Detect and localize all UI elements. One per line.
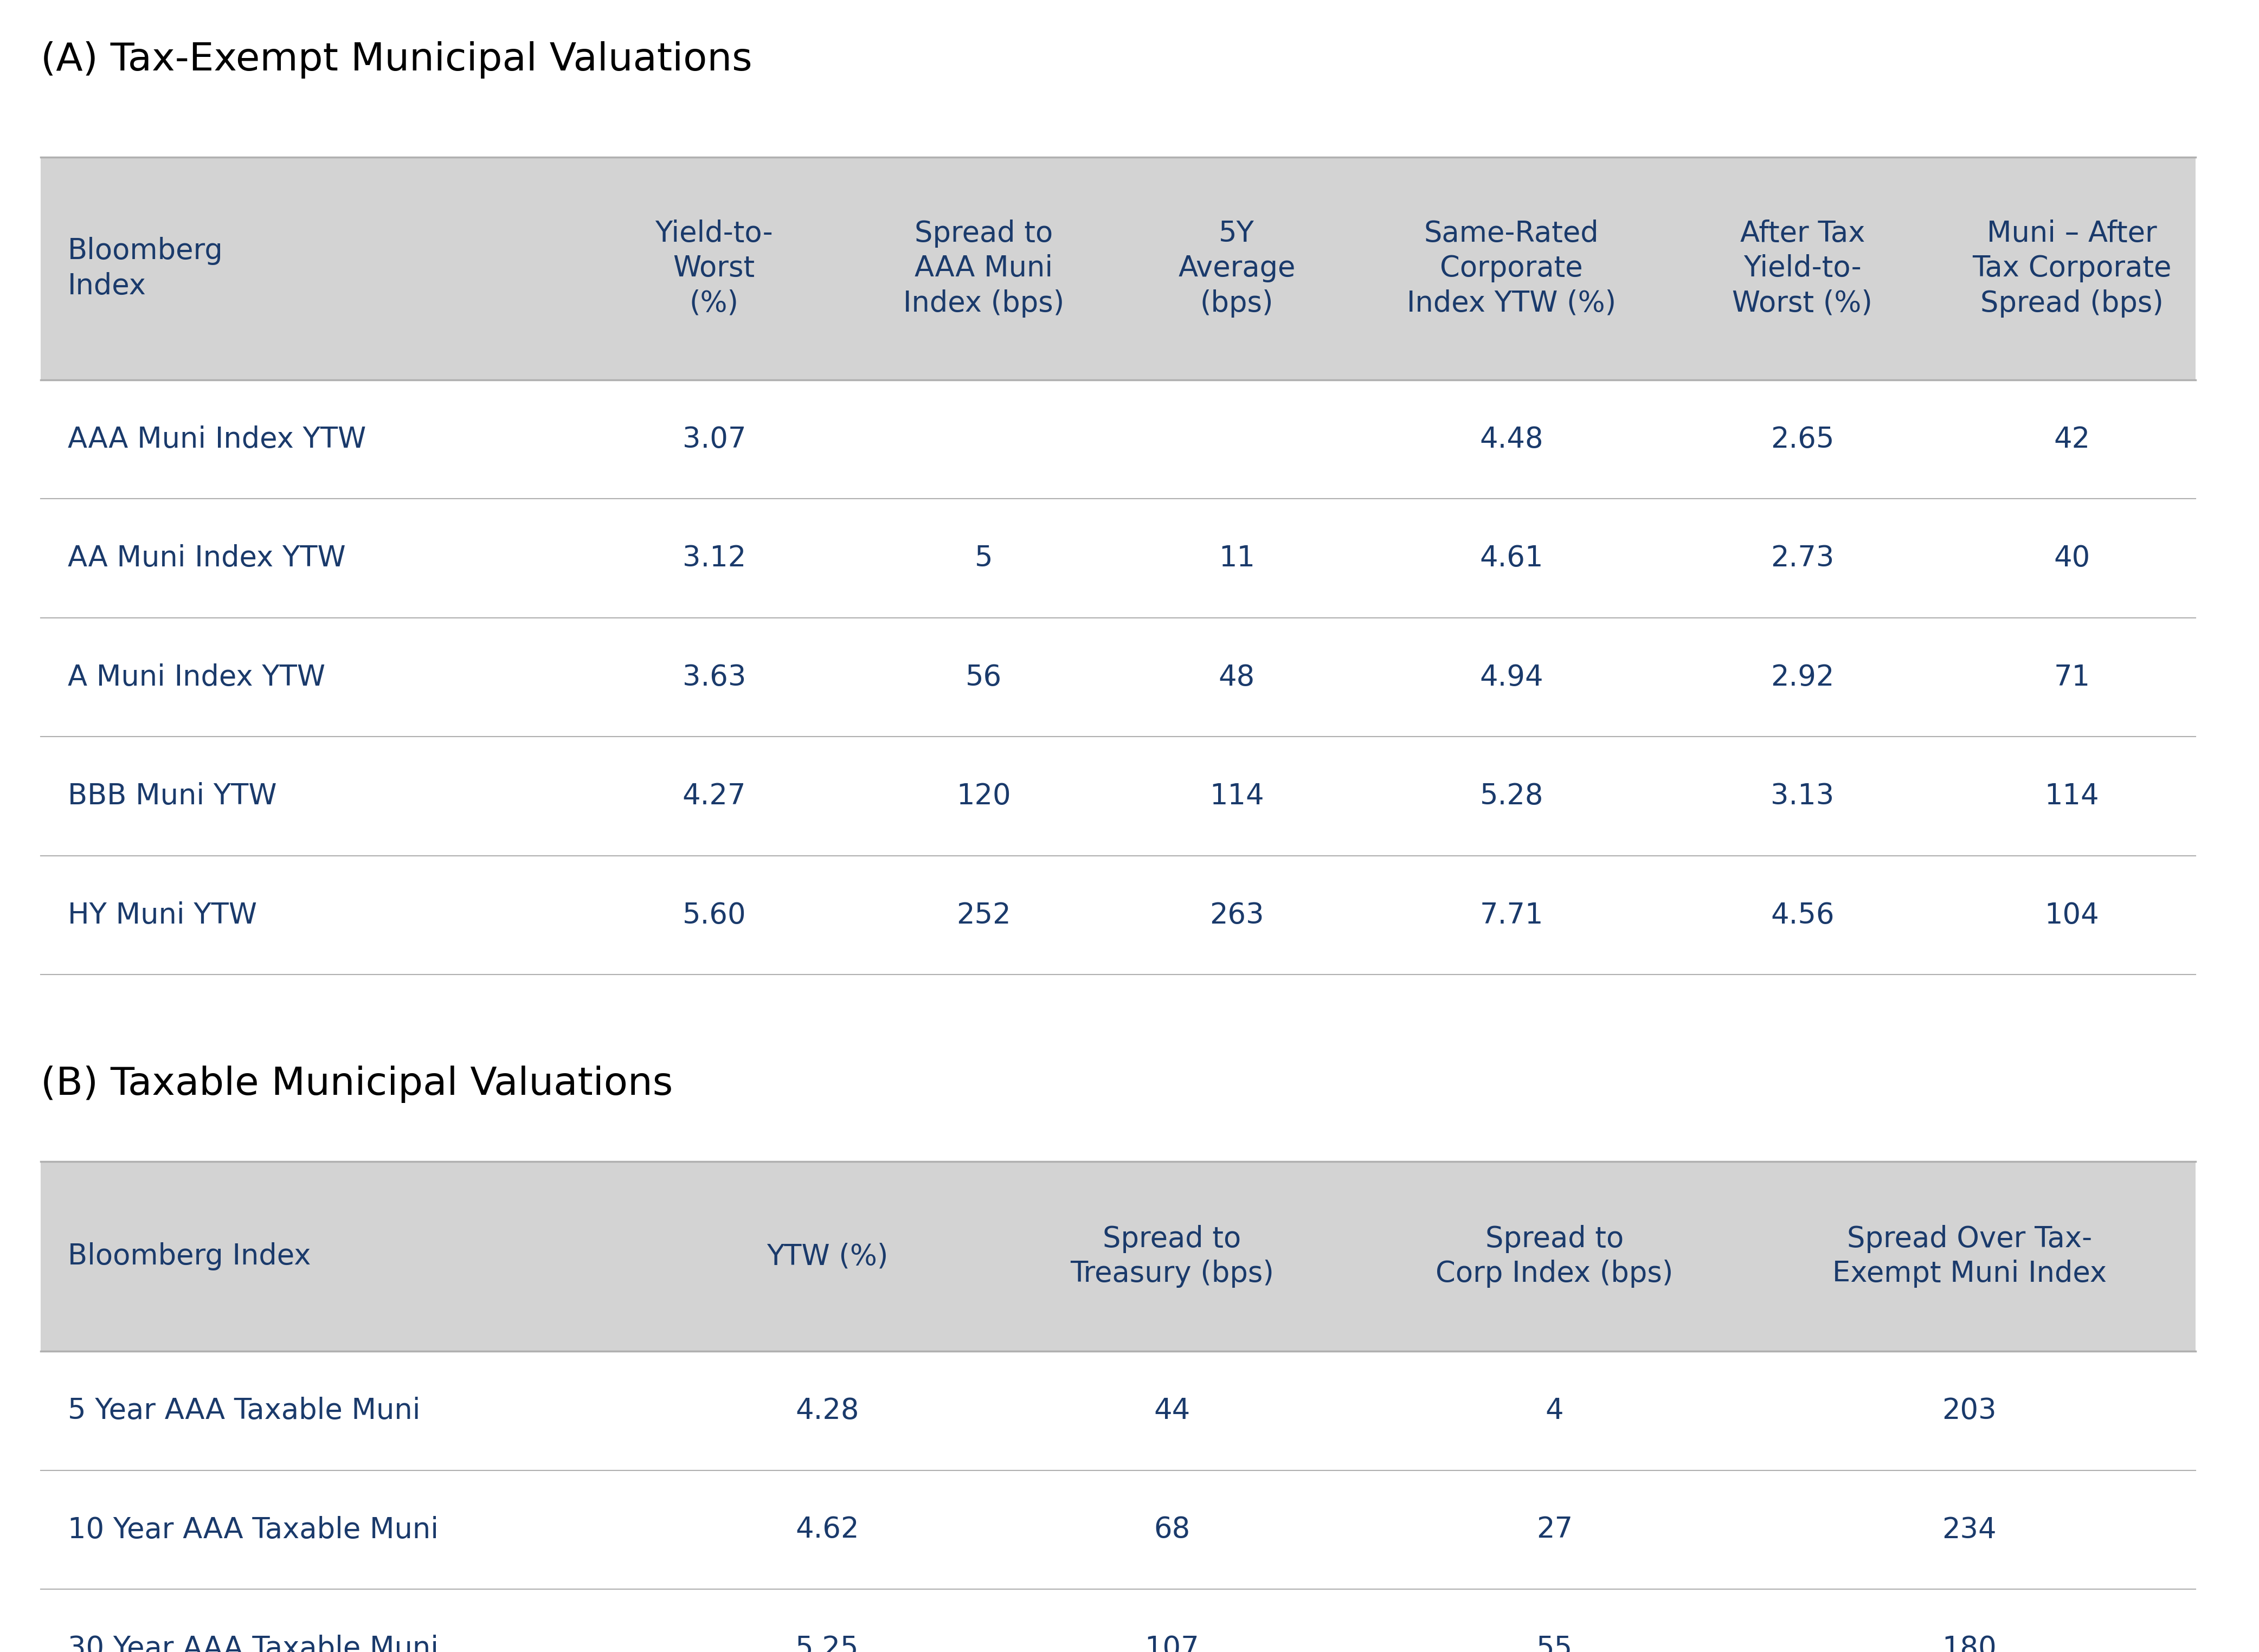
Text: 5.25: 5.25 xyxy=(795,1634,858,1652)
Text: 3.12: 3.12 xyxy=(682,544,745,573)
Text: 4.48: 4.48 xyxy=(1480,425,1543,454)
Text: Same-Rated
Corporate
Index YTW (%): Same-Rated Corporate Index YTW (%) xyxy=(1407,220,1615,317)
Text: 48: 48 xyxy=(1218,662,1256,692)
Text: Muni – After
Tax Corporate
Spread (bps): Muni – After Tax Corporate Spread (bps) xyxy=(1972,220,2171,317)
Text: 5 Year AAA Taxable Muni: 5 Year AAA Taxable Muni xyxy=(68,1396,420,1426)
Text: 5.28: 5.28 xyxy=(1480,781,1543,811)
Text: 107: 107 xyxy=(1145,1634,1200,1652)
Text: 2.73: 2.73 xyxy=(1771,544,1834,573)
Text: 4.27: 4.27 xyxy=(682,781,745,811)
Text: 4.62: 4.62 xyxy=(795,1515,858,1545)
Text: 2.92: 2.92 xyxy=(1771,662,1834,692)
Text: 56: 56 xyxy=(965,662,1001,692)
Text: 4.56: 4.56 xyxy=(1771,900,1834,930)
Text: 120: 120 xyxy=(956,781,1010,811)
Text: Yield-to-
Worst
(%): Yield-to- Worst (%) xyxy=(655,220,773,317)
Text: Bloomberg Index: Bloomberg Index xyxy=(68,1242,312,1270)
Text: HY Muni YTW: HY Muni YTW xyxy=(68,900,258,930)
Text: 40: 40 xyxy=(2053,544,2090,573)
Text: 3.63: 3.63 xyxy=(682,662,745,692)
Text: 4.61: 4.61 xyxy=(1480,544,1543,573)
Text: 4.28: 4.28 xyxy=(795,1396,858,1426)
Text: 5: 5 xyxy=(974,544,992,573)
Text: 263: 263 xyxy=(1209,900,1265,930)
Text: 180: 180 xyxy=(1943,1634,1997,1652)
Text: 3.07: 3.07 xyxy=(682,425,745,454)
Text: 252: 252 xyxy=(956,900,1010,930)
Text: 234: 234 xyxy=(1943,1515,1997,1545)
Text: 55: 55 xyxy=(1536,1634,1572,1652)
Text: 203: 203 xyxy=(1943,1396,1997,1426)
Text: Spread to
AAA Muni
Index (bps): Spread to AAA Muni Index (bps) xyxy=(904,220,1064,317)
Text: (B) Taxable Municipal Valuations: (B) Taxable Municipal Valuations xyxy=(41,1066,673,1104)
Text: 4.94: 4.94 xyxy=(1480,662,1543,692)
Text: 114: 114 xyxy=(2044,781,2099,811)
Text: 44: 44 xyxy=(1154,1396,1190,1426)
Text: 42: 42 xyxy=(2053,425,2090,454)
Bar xyxy=(41,157,2196,380)
Text: 114: 114 xyxy=(1209,781,1265,811)
Text: 5.60: 5.60 xyxy=(682,900,745,930)
Text: A Muni Index YTW: A Muni Index YTW xyxy=(68,662,325,692)
Text: AA Muni Index YTW: AA Muni Index YTW xyxy=(68,544,346,573)
Text: 3.13: 3.13 xyxy=(1771,781,1834,811)
Text: AAA Muni Index YTW: AAA Muni Index YTW xyxy=(68,425,366,454)
Text: After Tax
Yield-to-
Worst (%): After Tax Yield-to- Worst (%) xyxy=(1733,220,1873,317)
Text: Spread Over Tax-
Exempt Muni Index: Spread Over Tax- Exempt Muni Index xyxy=(1832,1224,2108,1289)
Text: 68: 68 xyxy=(1154,1515,1190,1545)
Text: 4: 4 xyxy=(1545,1396,1563,1426)
Text: 30 Year AAA Taxable Muni: 30 Year AAA Taxable Muni xyxy=(68,1634,438,1652)
Text: 2.65: 2.65 xyxy=(1771,425,1834,454)
Text: 104: 104 xyxy=(2044,900,2099,930)
Text: 71: 71 xyxy=(2053,662,2090,692)
Text: 10 Year AAA Taxable Muni: 10 Year AAA Taxable Muni xyxy=(68,1515,438,1545)
Text: 7.71: 7.71 xyxy=(1480,900,1543,930)
Text: BBB Muni YTW: BBB Muni YTW xyxy=(68,781,278,811)
Text: 5Y
Average
(bps): 5Y Average (bps) xyxy=(1179,220,1294,317)
Text: (A) Tax-Exempt Municipal Valuations: (A) Tax-Exempt Municipal Valuations xyxy=(41,41,752,79)
Text: 27: 27 xyxy=(1536,1515,1572,1545)
Text: YTW (%): YTW (%) xyxy=(766,1242,888,1270)
Text: Spread to
Treasury (bps): Spread to Treasury (bps) xyxy=(1071,1224,1274,1289)
Bar xyxy=(41,1161,2196,1351)
Text: 11: 11 xyxy=(1218,544,1256,573)
Text: Spread to
Corp Index (bps): Spread to Corp Index (bps) xyxy=(1437,1224,1674,1289)
Text: Bloomberg
Index: Bloomberg Index xyxy=(68,236,224,301)
